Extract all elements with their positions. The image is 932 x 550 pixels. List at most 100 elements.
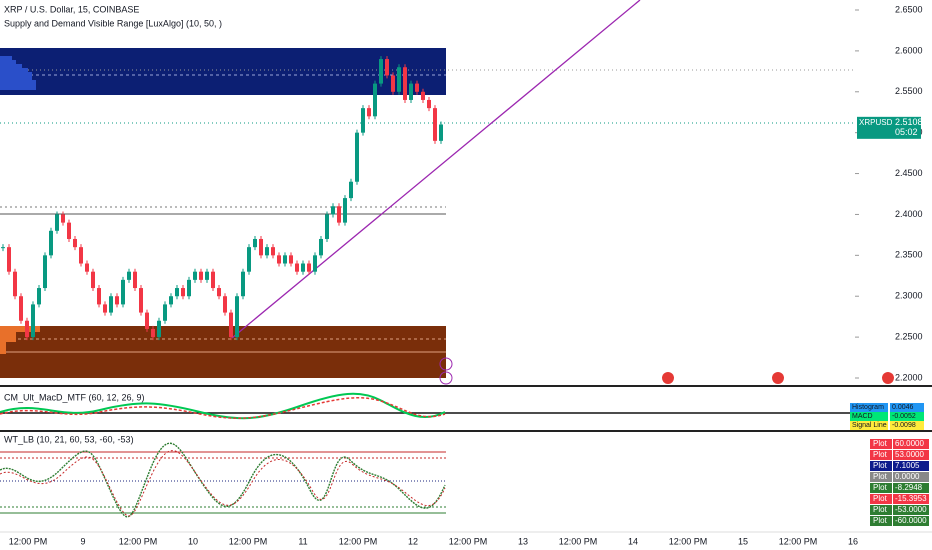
candle: [229, 312, 233, 338]
candle: [385, 59, 389, 76]
x-tick-label: 12:00 PM: [339, 536, 378, 546]
legend-box: [870, 494, 892, 504]
legend-box: [893, 439, 929, 449]
y-tick-label: 2.4500: [895, 168, 923, 178]
x-tick-label: 10: [188, 536, 198, 546]
candle: [109, 296, 113, 313]
candle: [427, 99, 431, 109]
candle: [361, 108, 365, 133]
candle: [91, 271, 95, 289]
legend-value: 53.0000: [895, 450, 924, 459]
candle: [355, 132, 359, 182]
y-tick-label: 2.3500: [895, 250, 923, 260]
candle: [337, 206, 341, 223]
x-tick-label: 12:00 PM: [229, 536, 268, 546]
candle: [145, 312, 149, 329]
candle: [223, 296, 227, 313]
legend-box: [870, 450, 892, 460]
candle: [433, 108, 437, 141]
legend-box: [850, 403, 888, 412]
legend-box: [870, 505, 892, 515]
x-tick-label: 15: [738, 536, 748, 546]
legend-box: [850, 412, 888, 421]
legend-value: 0.0000: [895, 472, 920, 481]
candle: [331, 206, 335, 215]
legend-value: -15.3953: [895, 494, 927, 503]
candle: [103, 304, 107, 313]
countdown: 05:02: [895, 127, 918, 137]
candle: [283, 255, 287, 264]
candle: [133, 271, 137, 289]
candle: [187, 279, 191, 297]
x-tick-label: 11: [298, 536, 307, 546]
icon: [662, 372, 674, 384]
candle: [409, 83, 413, 100]
candle: [241, 271, 245, 297]
candle: [1, 247, 5, 249]
legend-value: -8.2948: [895, 483, 923, 492]
legend-value: -0.0052: [892, 413, 916, 420]
candle: [31, 304, 35, 338]
x-tick-label: 12: [408, 536, 418, 546]
candle: [163, 304, 167, 321]
candle: [151, 328, 155, 338]
candle: [217, 288, 221, 297]
candle: [169, 296, 173, 305]
y-tick-label: 2.2000: [895, 372, 923, 382]
x-tick-label: 12:00 PM: [119, 536, 158, 546]
legend-value: 0.0046: [892, 404, 914, 411]
x-tick-label: 12:00 PM: [779, 536, 818, 546]
candle: [181, 288, 185, 297]
candle: [415, 83, 419, 92]
x-tick-label: 14: [628, 536, 638, 546]
candle: [379, 59, 383, 84]
candle: [343, 198, 347, 223]
macd-line: [0, 392, 446, 420]
candle: [121, 279, 125, 305]
candle: [253, 238, 257, 248]
candle: [235, 296, 239, 338]
x-tick-label: 12:00 PM: [449, 536, 488, 546]
candle: [193, 271, 197, 280]
candle: [37, 288, 41, 305]
legend-name: Plot: [873, 472, 888, 481]
x-tick-label: 13: [518, 536, 528, 546]
candle: [295, 263, 299, 272]
icons: [439, 357, 894, 385]
candle: [421, 91, 425, 100]
legend-box: [850, 421, 888, 430]
candle: [73, 238, 77, 248]
legend-box: [893, 450, 929, 460]
y-tick-label: 2.4000: [895, 209, 923, 219]
legend-box: [870, 483, 892, 493]
candle: [115, 296, 119, 305]
candle: [61, 214, 65, 223]
icon: [439, 357, 453, 371]
y-tick-label: 2.3000: [895, 291, 923, 301]
legend-box: [870, 516, 892, 526]
candle: [307, 263, 311, 272]
x-tick-label: 12:00 PM: [9, 536, 48, 546]
legend-name: Plot: [873, 461, 888, 470]
candle: [271, 247, 275, 256]
supply-zone: [0, 48, 446, 95]
candle: [373, 83, 377, 117]
icon: [882, 372, 894, 384]
y-tick-label: 2.2500: [895, 331, 923, 341]
candle: [19, 296, 23, 321]
candle: [49, 230, 53, 256]
legend-box: [893, 472, 929, 482]
legend-name: Signal Line: [852, 422, 887, 429]
candle: [289, 255, 293, 264]
legend-box: [890, 403, 924, 412]
legend-box: [870, 439, 892, 449]
legend-name: Plot: [873, 494, 888, 503]
legend-box: [893, 516, 929, 526]
legend-box: [870, 472, 892, 482]
legend-box: [870, 461, 892, 471]
legend-value: -60.0000: [895, 516, 927, 525]
legend-name: Plot: [873, 483, 888, 492]
candle: [205, 271, 209, 280]
candle: [301, 263, 305, 272]
